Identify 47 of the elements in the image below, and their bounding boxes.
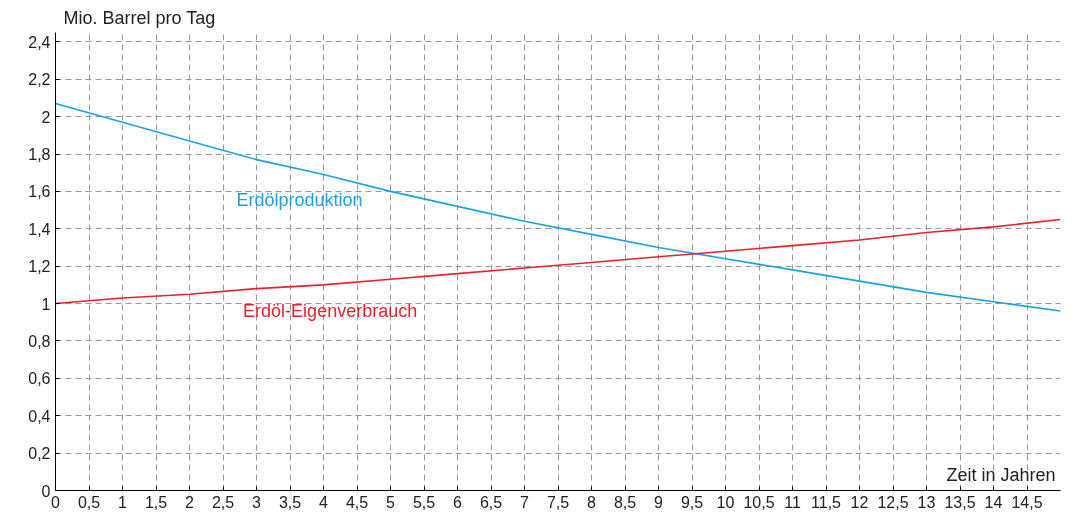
- y-tick-label: 0: [41, 482, 51, 500]
- x-tick-label: 7: [520, 493, 530, 511]
- x-tick-label: 3: [252, 493, 262, 511]
- x-tick-label: 3,5: [278, 493, 302, 511]
- x-tick-label: 2,5: [211, 493, 235, 511]
- y-tick-label: 1,4: [28, 220, 51, 238]
- x-tick-label: 12,5: [877, 493, 909, 511]
- y-tick-label: 1,2: [28, 258, 51, 276]
- series-label: Erdölproduktion: [236, 189, 363, 210]
- x-tick-label: 5: [386, 493, 396, 511]
- x-tick-label: 6: [453, 493, 463, 511]
- x-tick-label: 5,5: [412, 493, 436, 511]
- x-tick-label: 10: [716, 493, 735, 511]
- y-tick-label: 1,8: [28, 146, 51, 164]
- x-tick-label: 11: [784, 493, 801, 511]
- y-axis-title: Mio. Barrel pro Tag: [63, 7, 216, 28]
- x-tick-label: 14: [984, 493, 1003, 511]
- y-tick-label: 2: [41, 108, 51, 126]
- y-tick-label: 0,4: [28, 407, 51, 425]
- x-tick-label: 9,5: [680, 493, 704, 511]
- x-tick-label: 4: [319, 493, 329, 511]
- x-tick-label: 4,5: [345, 493, 369, 511]
- x-tick-label: 6,5: [479, 493, 503, 511]
- y-tick-label: 2,4: [28, 33, 51, 51]
- x-tick-label: 12: [850, 493, 869, 511]
- y-tick-label: 1: [41, 295, 51, 313]
- x-tick-label: 2: [185, 493, 195, 511]
- line-series: [55, 218, 1061, 305]
- x-axis-title: Zeit in Jahren: [946, 464, 1056, 485]
- series-label: Erdöl-Eigenverbrauch: [243, 300, 418, 321]
- x-tick-label: 1,5: [144, 493, 168, 511]
- x-tick-label: 9: [654, 493, 664, 511]
- x-tick-label: 7,5: [546, 493, 570, 511]
- x-tick-label: 0,5: [77, 493, 101, 511]
- x-tick-label: 8,5: [613, 493, 637, 511]
- x-tick-label: 13: [917, 493, 936, 511]
- y-tick-label: 0,2: [28, 445, 51, 463]
- x-tick-label: 14,5: [1011, 493, 1043, 511]
- x-tick-label: 10,5: [743, 493, 775, 511]
- y-tick-label: 2,2: [28, 71, 51, 89]
- y-tick-label: 0,8: [28, 332, 51, 350]
- x-tick-label: 13,5: [944, 493, 976, 511]
- x-tick-label: 8: [587, 493, 597, 511]
- x-tick-label: 1: [118, 493, 128, 511]
- y-tick-label: 1,6: [28, 183, 51, 201]
- y-tick-label: 0,6: [28, 370, 51, 388]
- x-tick-label: 11,5: [811, 493, 842, 511]
